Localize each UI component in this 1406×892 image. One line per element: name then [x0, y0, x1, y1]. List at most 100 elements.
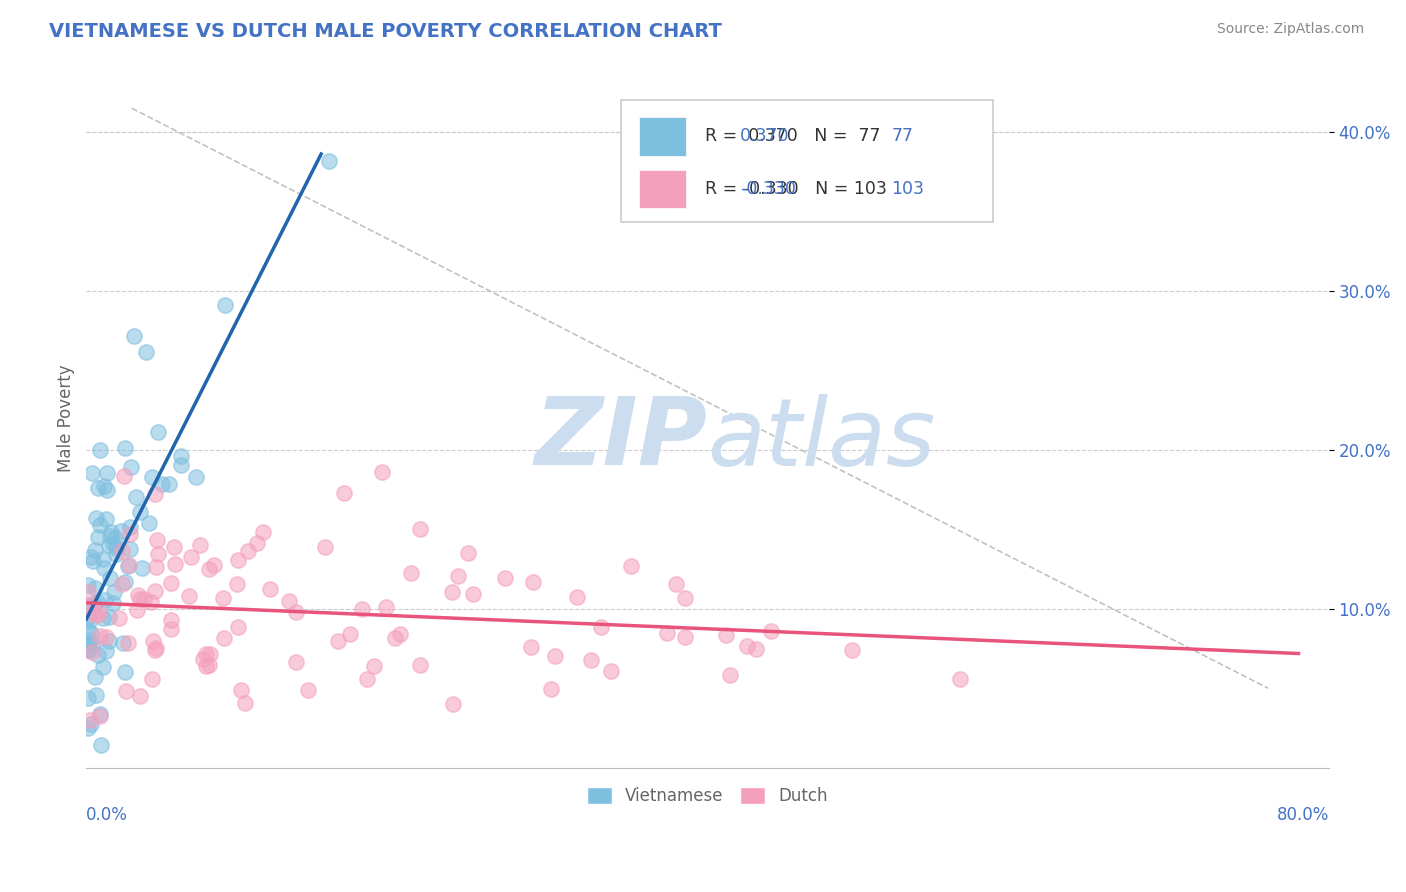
Point [118, 541, 141, 556]
Point [252, 524, 274, 539]
Point [333, 485, 356, 500]
Point [83, 597, 105, 611]
Point [150, 477, 173, 491]
Point [363, 658, 385, 673]
Point [111, 544, 134, 558]
Point [145, 559, 167, 574]
Point [76, 598, 98, 612]
Point [195, 647, 218, 661]
Point [212, 591, 235, 606]
Point [441, 697, 464, 711]
Point [188, 538, 211, 552]
Text: 77: 77 [891, 128, 914, 145]
Point [79, 613, 101, 627]
Text: R =  0.370   N =  77: R = 0.370 N = 77 [704, 128, 880, 145]
Point [127, 588, 149, 602]
Point [120, 460, 142, 475]
Point [101, 596, 124, 610]
Point [80, 466, 103, 480]
Point [146, 425, 169, 439]
Point [100, 525, 122, 540]
Point [114, 574, 136, 589]
Point [76, 721, 98, 735]
Point [89, 518, 111, 533]
Point [314, 540, 336, 554]
Point [214, 631, 236, 645]
Text: Source: ZipAtlas.com: Source: ZipAtlas.com [1216, 22, 1364, 37]
Point [111, 577, 134, 591]
Point [409, 522, 432, 536]
Point [326, 633, 349, 648]
Point [103, 537, 125, 551]
Point [225, 576, 247, 591]
Point [84, 581, 107, 595]
Point [388, 627, 411, 641]
Point [96, 483, 118, 497]
Point [89, 708, 111, 723]
Point [104, 541, 127, 555]
Point [714, 628, 737, 642]
Point [122, 329, 145, 343]
Point [441, 585, 464, 599]
Text: 0.0%: 0.0% [86, 806, 128, 824]
Point [146, 533, 169, 547]
Point [98, 538, 121, 552]
Point [77, 585, 100, 599]
Point [114, 683, 136, 698]
FancyBboxPatch shape [640, 118, 686, 156]
Point [86, 595, 108, 609]
Point [141, 672, 163, 686]
Point [143, 642, 166, 657]
Point [655, 625, 678, 640]
Point [745, 642, 768, 657]
Point [94, 643, 117, 657]
Point [540, 681, 562, 696]
Point [138, 516, 160, 530]
Text: 80.0%: 80.0% [1277, 806, 1329, 824]
Point [520, 640, 543, 654]
Point [198, 657, 221, 672]
Point [375, 600, 398, 615]
Point [170, 449, 193, 463]
Point [399, 566, 422, 581]
Point [87, 481, 110, 495]
Point [76, 578, 98, 592]
Point [170, 458, 193, 472]
Point [94, 630, 117, 644]
Point [186, 470, 208, 484]
Point [198, 647, 221, 661]
Point [80, 599, 103, 613]
Point [735, 639, 758, 653]
Point [160, 613, 183, 627]
Point [104, 547, 127, 561]
Point [160, 576, 183, 591]
Point [118, 526, 141, 541]
Point [285, 655, 308, 669]
Point [461, 587, 484, 601]
Point [384, 631, 406, 645]
Point [90, 738, 112, 752]
Point [112, 469, 135, 483]
Point [259, 582, 281, 596]
Point [87, 530, 110, 544]
Point [79, 634, 101, 648]
Legend: Vietnamese, Dutch: Vietnamese, Dutch [581, 780, 835, 812]
Point [141, 633, 163, 648]
Point [82, 554, 104, 568]
Point [228, 552, 250, 566]
Point [97, 610, 120, 624]
Point [91, 551, 114, 566]
Point [180, 550, 202, 565]
Point [93, 611, 115, 625]
Point [145, 640, 167, 655]
Point [97, 634, 120, 648]
Point [179, 589, 201, 603]
Point [89, 629, 111, 643]
Point [128, 689, 150, 703]
Point [145, 487, 167, 501]
Point [135, 344, 157, 359]
Point [112, 636, 135, 650]
Point [79, 713, 101, 727]
Point [118, 520, 141, 534]
Point [107, 610, 129, 624]
